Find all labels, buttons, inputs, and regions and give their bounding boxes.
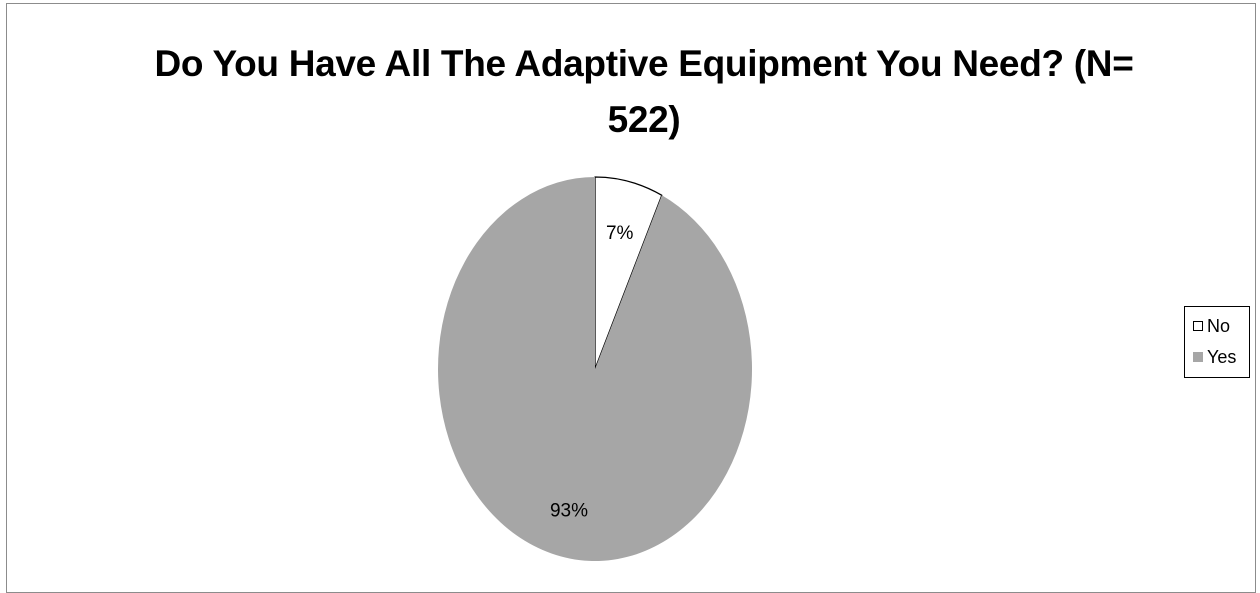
pie-labels: 7% 93% [550,223,634,521]
chart-title-line-1: Do You Have All The Adaptive Equipment Y… [154,43,1134,84]
chart-title-line-2: 522) [607,99,681,140]
pie-label-yes: 93% [550,500,588,521]
legend: No Yes [1184,306,1250,378]
legend-swatch-no [1193,321,1203,331]
legend-label-no: No [1207,315,1231,336]
legend-item-yes: Yes [1193,346,1236,368]
legend-item-no: No [1193,315,1230,337]
pie-slices [438,176,753,561]
pie-slice-yes [438,177,753,561]
legend-swatch-yes [1193,352,1203,362]
chart-title: Do You Have All The Adaptive Equipment Y… [0,36,1260,148]
pie-label-no: 7% [606,223,634,244]
pie-slice-no [594,176,663,370]
legend-label-yes: Yes [1207,346,1237,367]
